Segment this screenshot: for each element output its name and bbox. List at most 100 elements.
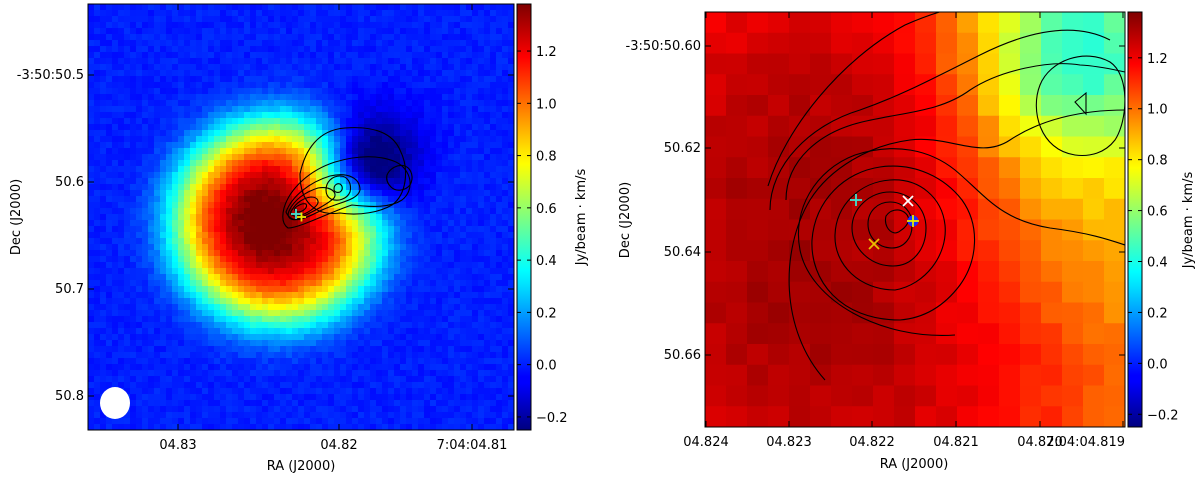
heatmap-cell [118,322,125,329]
heatmap-cell [466,94,473,101]
heatmap-cell [478,310,485,317]
heatmap-cell [88,388,95,395]
heatmap-cell [448,178,455,185]
heatmap-cell [382,100,389,107]
heatmap-cell [316,190,323,197]
heatmap-cell [304,376,311,383]
heatmap-cell [478,286,485,293]
heatmap-cell [298,10,305,17]
heatmap-cell [214,346,221,353]
heatmap-cell [244,178,251,185]
heatmap-cell [316,298,323,305]
heatmap-cell [424,310,431,317]
heatmap-cell [484,148,491,155]
heatmap-cell [472,352,479,359]
heatmap-cell [142,100,149,107]
heatmap-cell [298,280,305,287]
heatmap-cell [382,94,389,101]
heatmap-cell [466,388,473,395]
heatmap-cell [124,262,131,269]
heatmap-cell [484,28,491,35]
heatmap-cell [334,16,341,23]
heatmap-cell [100,196,107,203]
heatmap-cell [124,124,131,131]
heatmap-cell [184,148,191,155]
heatmap-cell [142,304,149,311]
heatmap-cell [118,16,125,23]
heatmap-cell [214,58,221,65]
heatmap-cell [274,220,281,227]
heatmap-cell [286,286,293,293]
heatmap-cell [454,394,461,401]
heatmap-cell [454,112,461,119]
heatmap-cell [328,286,335,293]
heatmap-cell [508,136,514,143]
heatmap-cell [142,412,149,419]
heatmap-cell [364,406,371,413]
heatmap-cell [220,232,227,239]
heatmap-cell [478,202,485,209]
heatmap-cell [118,124,125,131]
heatmap-cell [298,298,305,305]
heatmap-cell [160,64,167,71]
heatmap-cell [232,106,239,113]
heatmap-cell [154,52,161,59]
heatmap-cell [226,184,233,191]
heatmap-cell [430,178,437,185]
heatmap-cell [376,52,383,59]
heatmap-cell [448,310,455,317]
heatmap-cell [100,274,107,281]
heatmap-cell [346,298,353,305]
heatmap-cell [454,94,461,101]
heatmap-cell [154,10,161,17]
heatmap-cell [280,292,287,299]
heatmap-cell [382,370,389,377]
heatmap-cell [376,238,383,245]
heatmap-cell [508,232,514,239]
heatmap-cell [172,250,179,257]
heatmap-cell [412,370,419,377]
heatmap-cell [412,238,419,245]
heatmap-cell [184,88,191,95]
heatmap-cell [466,400,473,407]
heatmap-cell [280,4,287,11]
heatmap-cell [142,40,149,47]
heatmap-cell [106,220,113,227]
heatmap-cell [352,292,359,299]
heatmap-cell [220,202,227,209]
heatmap-cell [310,160,317,167]
heatmap-cell [436,382,443,389]
heatmap-cell [292,70,299,77]
heatmap-cell [274,172,281,179]
heatmap-cell [220,142,227,149]
heatmap-cell [214,304,221,311]
heatmap-cell [340,124,347,131]
heatmap-cell [340,286,347,293]
heatmap-cell [346,346,353,353]
heatmap-cell [286,238,293,245]
heatmap-cell [274,376,281,383]
heatmap-cell [160,238,167,245]
heatmap-cell [322,268,329,275]
heatmap-cell [466,334,473,341]
heatmap-cell [172,394,179,401]
heatmap-cell [502,190,509,197]
heatmap-cell [220,244,227,251]
heatmap-cell [490,58,497,65]
heatmap-cell [412,202,419,209]
heatmap-cell [256,4,263,11]
heatmap-cell [316,292,323,299]
heatmap-cell [100,352,107,359]
heatmap-cell [424,106,431,113]
heatmap-cell [400,286,407,293]
heatmap-cell [334,52,341,59]
heatmap-cell [154,298,161,305]
heatmap-cell [442,388,449,395]
heatmap-cell [280,262,287,269]
heatmap-cell [172,274,179,281]
heatmap-cell [406,70,413,77]
heatmap-cell [400,346,407,353]
heatmap-cell [286,4,293,11]
heatmap-cell [154,130,161,137]
heatmap-cell [94,166,101,173]
